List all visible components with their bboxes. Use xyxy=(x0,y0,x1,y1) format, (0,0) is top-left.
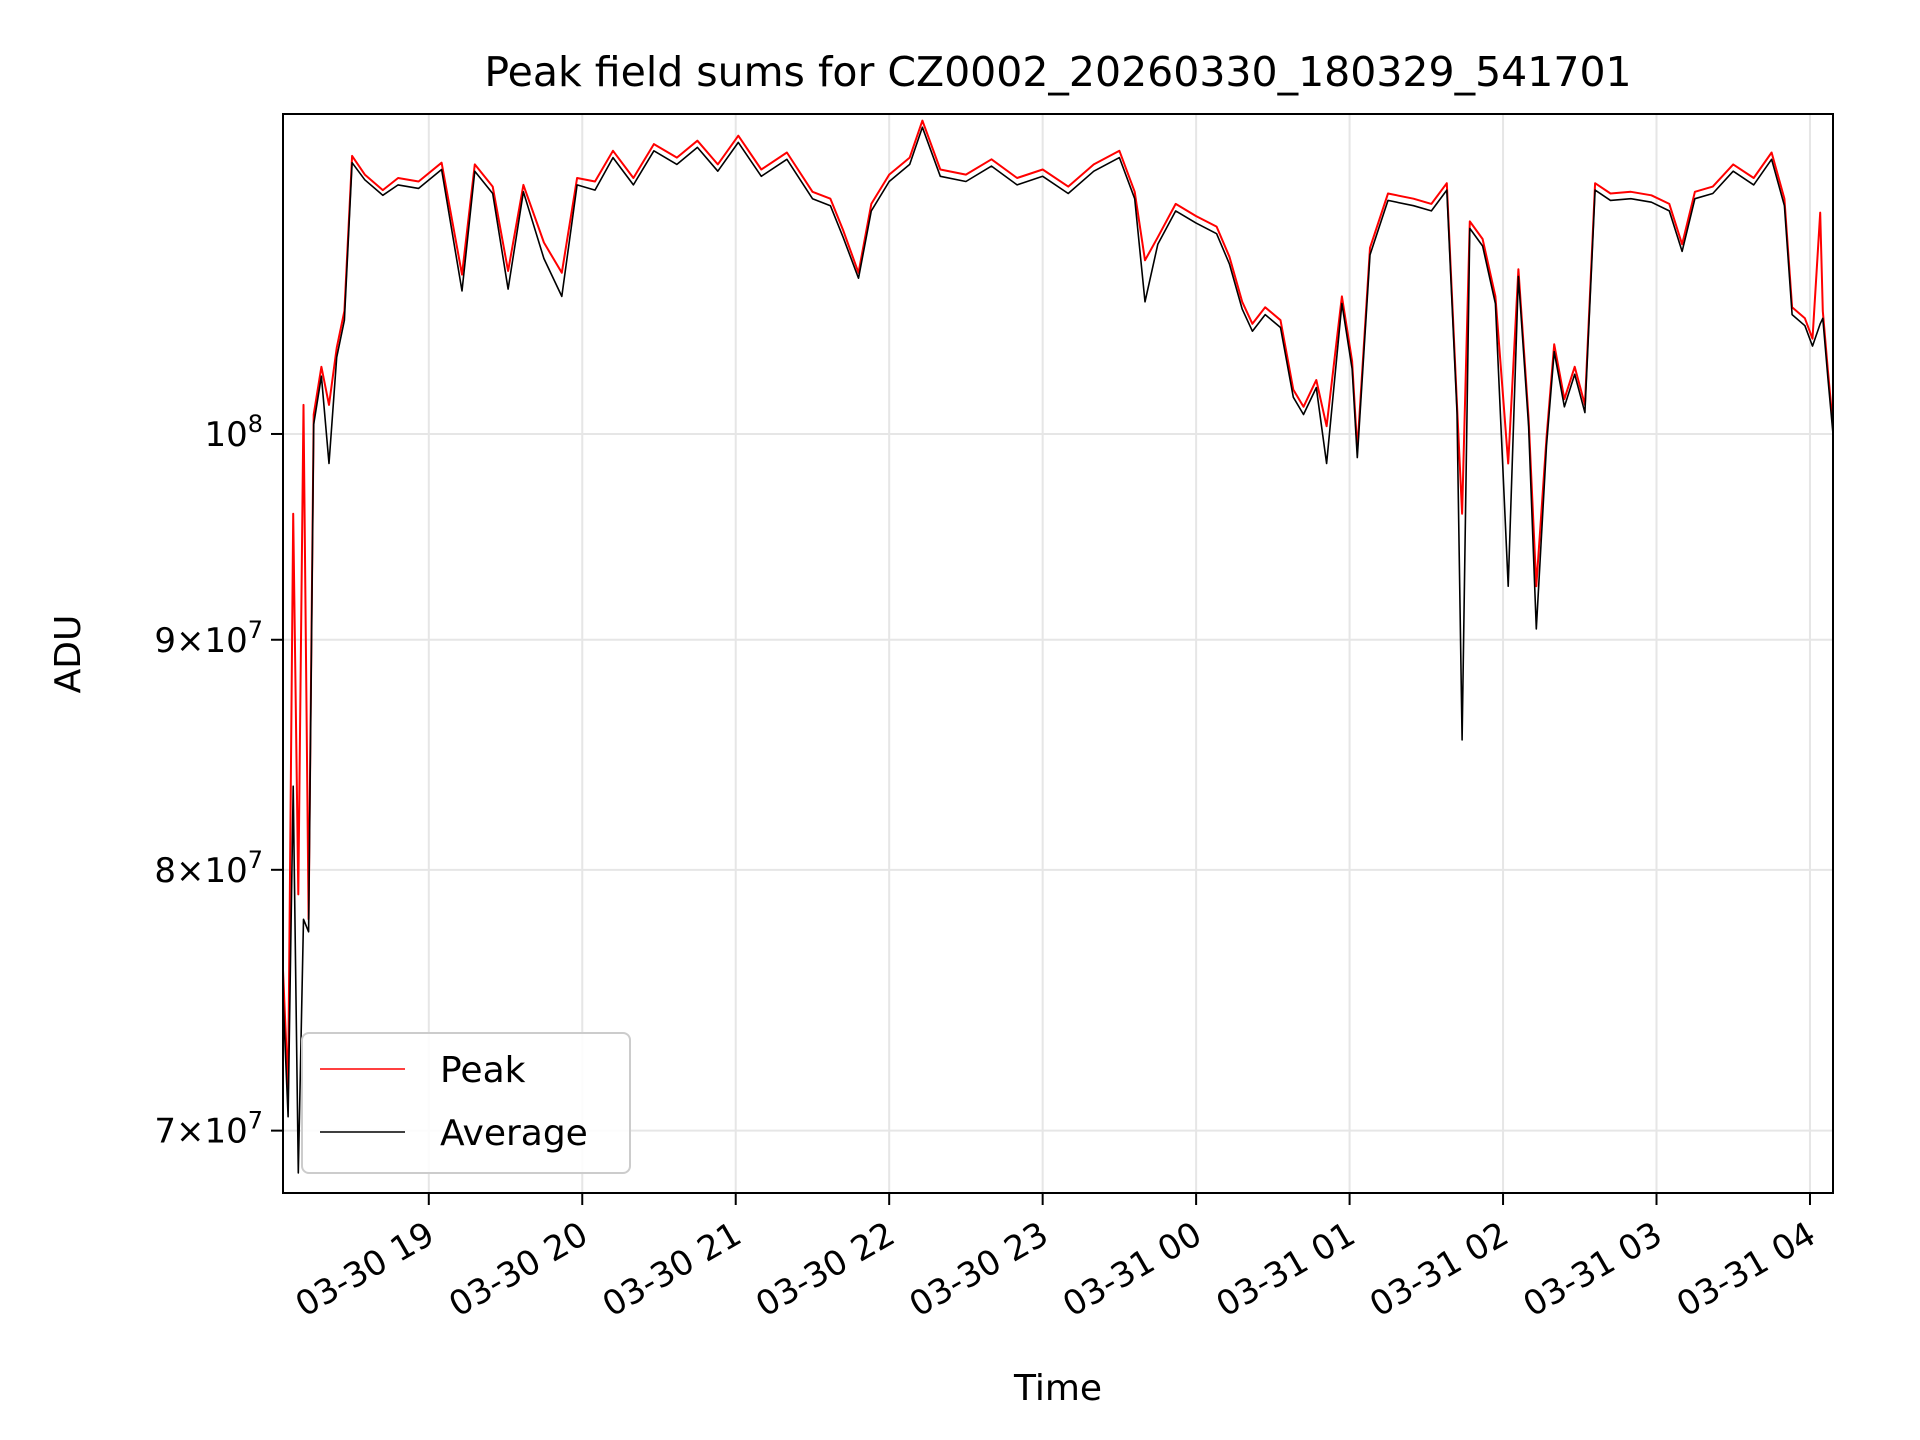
series-line-average xyxy=(283,126,1833,1174)
y-tick-base: 8×10 xyxy=(154,851,247,891)
y-tick-label: 108 xyxy=(204,410,263,455)
y-tick-exponent: 7 xyxy=(248,616,263,644)
legend-label-average: Average xyxy=(440,1113,588,1154)
legend-label-peak: Peak xyxy=(440,1050,526,1091)
y-tick-label: 7×107 xyxy=(154,1107,263,1152)
y-tick-label: 9×107 xyxy=(154,616,263,661)
x-axis-title: Time xyxy=(1013,1368,1102,1409)
y-tick-base: 7×10 xyxy=(154,1112,247,1152)
grid-lines xyxy=(283,114,1833,1193)
plot-frame xyxy=(282,113,1834,1194)
legend-box xyxy=(301,1032,631,1174)
chart-title: Peak field sums for CZ0002_20260330_1803… xyxy=(484,48,1631,96)
y-tick-base: 9×10 xyxy=(154,621,247,661)
plot-area xyxy=(282,113,1834,1194)
series-lines xyxy=(283,119,1833,1174)
y-tick-exponent: 7 xyxy=(248,846,263,874)
y-tick-label: 8×107 xyxy=(154,846,263,891)
y-tick-exponent: 7 xyxy=(248,1107,263,1135)
y-axis-title: ADU xyxy=(48,615,89,694)
series-line-peak xyxy=(283,119,1833,1091)
y-tick-exponent: 8 xyxy=(248,410,263,438)
legend: Peak Average xyxy=(301,1032,631,1174)
y-tick-base: 10 xyxy=(204,415,247,455)
